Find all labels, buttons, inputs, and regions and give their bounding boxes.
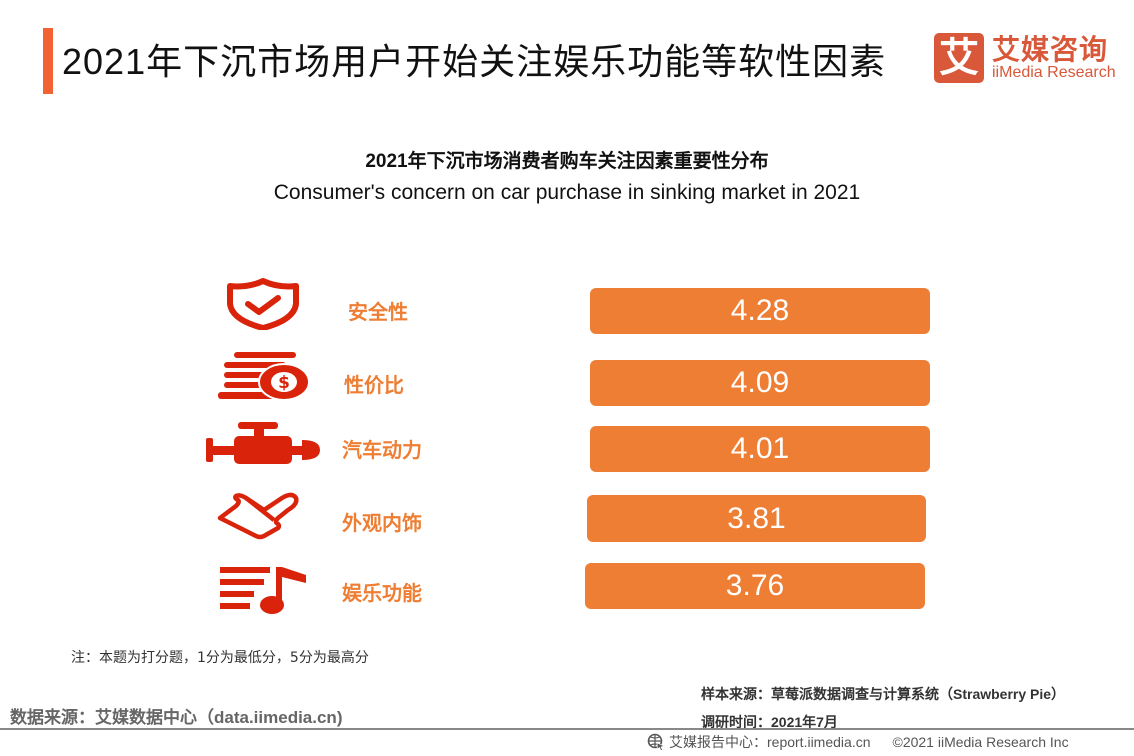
iimedia-logo: 艾 艾媒咨询 iiMedia Research (934, 33, 1116, 83)
survey-time: 调研时间：2021年7月 (701, 714, 838, 730)
score-bar: 4.09 (590, 360, 930, 406)
row-label: 汽车动力 (342, 440, 422, 462)
scoring-note: 注：本题为打分题，1分为最低分，5分为最高分 (71, 650, 369, 666)
engine-icon (206, 422, 320, 464)
sample-info: 样本来源：草莓派数据调查与计算系统（Strawberry Pie） 调研时间：2… (701, 680, 1065, 736)
svg-text:$: $ (278, 373, 290, 393)
music-playlist-icon (220, 567, 306, 614)
score-bar: 4.01 (590, 426, 930, 472)
score-bar: 3.76 (585, 563, 925, 609)
report-center-link[interactable]: 艾媒报告中心：report.iimedia.cn (669, 734, 871, 750)
chart-title-en: Consumer's concern on car purchase in si… (273, 181, 861, 204)
page-title: 2021年下沉市场用户开始关注娱乐功能等软性因素 (62, 41, 887, 82)
coins-dollar-icon: $ (218, 352, 310, 401)
logo-name-en: iiMedia Research (992, 63, 1116, 81)
score-bar: 4.28 (590, 288, 930, 334)
logo-name-cn: 艾媒咨询 (992, 33, 1109, 65)
chart-title-cn: 2021年下沉市场消费者购车关注因素重要性分布 (365, 151, 769, 172)
copyright: ©2021 iiMedia Research Inc (892, 734, 1069, 750)
footer: 艾媒报告中心：report.iimedia.cn ©2021 iiMedia R… (647, 732, 1069, 752)
row-label: 安全性 (348, 302, 408, 324)
score-bar: 3.81 (587, 495, 926, 542)
row-label: 娱乐功能 (342, 583, 422, 605)
paint-brush-icon (217, 492, 299, 540)
logo-mark-icon: 艾 (934, 33, 984, 83)
shield-check-icon (227, 278, 299, 330)
title-accent-bar (43, 28, 53, 94)
sample-source: 样本来源：草莓派数据调查与计算系统（Strawberry Pie） (701, 686, 1066, 702)
row-label: 外观内饰 (342, 513, 422, 535)
globe-cursor-icon (647, 733, 665, 751)
row-label: 性价比 (344, 375, 404, 397)
footer-divider (0, 728, 1134, 730)
data-source: 数据来源：艾媒数据中心（data.iimedia.cn) (10, 708, 343, 727)
